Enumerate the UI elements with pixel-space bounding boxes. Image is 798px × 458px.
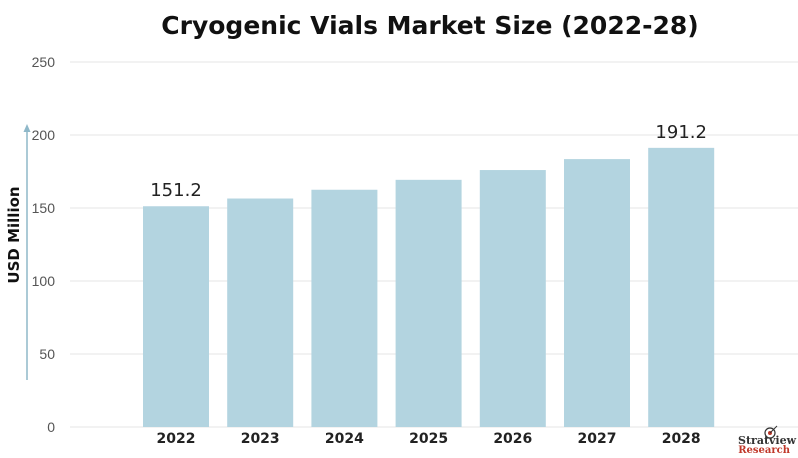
chart-title: Cryogenic Vials Market Size (2022-28) [161,11,698,40]
logo-name: Stratview [738,434,797,447]
y-axis-label: USD Million [5,186,23,283]
y-tick-label: 0 [47,419,55,435]
data-label: 151.2 [150,180,202,201]
bar-2024 [311,189,378,427]
bar-2027 [564,159,630,427]
bar-2023 [227,198,294,427]
y-tick-label: 50 [39,346,55,362]
bars-layer [143,147,715,428]
y-axis-ticks: 0 50 100 150 200 250 [32,54,56,435]
y-tick-label: 100 [32,273,56,289]
x-tick-label: 2026 [493,431,532,447]
y-tick-label: 150 [32,200,56,216]
y-axis-arrow [23,124,31,380]
stratview-logo: Stratview Research [738,425,797,456]
data-labels-layer: 151.2 191.2 [150,122,707,201]
y-tick-label: 250 [32,54,56,70]
logo-sub: Research [738,445,791,456]
bar-2022 [143,206,209,427]
bar-2025 [395,179,462,427]
x-tick-label: 2023 [241,431,280,447]
x-axis-ticks: 2022 2023 2024 2025 2026 2027 2028 [157,431,701,447]
target-icon [764,425,778,439]
bar-2028 [648,147,715,427]
y-tick-label: 200 [32,127,56,143]
bar-2026 [479,170,546,428]
data-label: 191.2 [655,122,707,143]
x-tick-label: 2024 [325,431,364,447]
x-tick-label: 2028 [662,431,701,447]
x-tick-label: 2025 [409,431,448,447]
x-tick-label: 2027 [578,431,617,447]
x-tick-label: 2022 [157,431,196,447]
